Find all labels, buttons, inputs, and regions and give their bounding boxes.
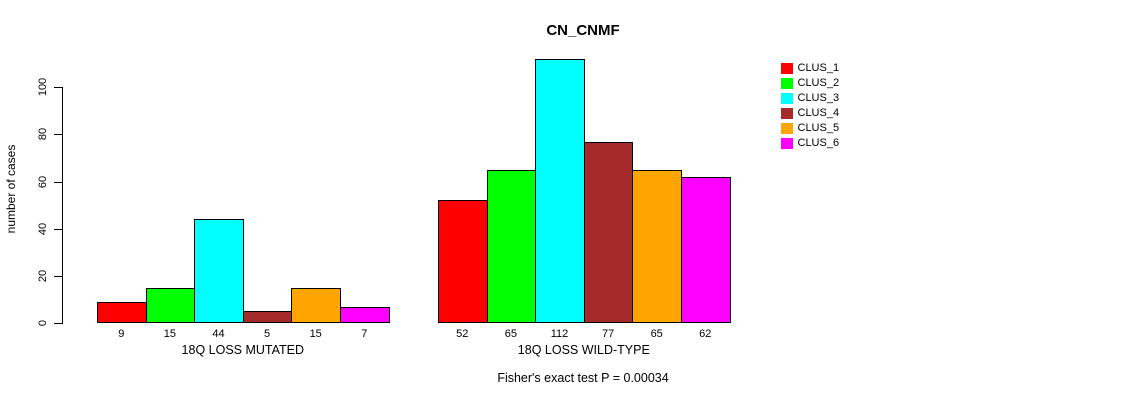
legend: CLUS_1 CLUS_2 CLUS_3 CLUS_4 CLUS_5 CLUS_6 <box>781 61 839 151</box>
group-label: 18Q LOSS MUTATED <box>181 343 305 357</box>
legend-label: CLUS_2 <box>797 77 840 89</box>
y-axis-tick <box>54 134 62 136</box>
legend-swatch-clus_6 <box>781 137 793 150</box>
y-axis-tick <box>54 228 62 230</box>
bar-clus_6 <box>340 306 390 323</box>
bar-value-label: 9 <box>118 328 125 340</box>
y-axis-line <box>62 87 63 324</box>
y-axis-tick-label: 20 <box>37 269 49 282</box>
bar-value-label: 65 <box>650 328 663 340</box>
bar-value-label: 112 <box>550 328 569 340</box>
group-label: 18Q LOSS WILD-TYPE <box>517 343 650 357</box>
y-axis-tick <box>54 87 62 89</box>
bar-clus_4 <box>583 141 634 323</box>
bar-clus_2 <box>486 169 537 323</box>
y-axis-tick <box>54 323 62 324</box>
bar-clus_5 <box>632 169 682 323</box>
legend-swatch-clus_2 <box>781 77 793 90</box>
legend-swatch-clus_4 <box>781 107 793 120</box>
bar-value-label: 44 <box>212 328 225 340</box>
bar-clus_3 <box>194 219 244 323</box>
legend-label: CLUS_1 <box>797 62 840 74</box>
bar-clus_3 <box>535 59 585 323</box>
legend-item: CLUS_4 <box>781 106 839 121</box>
bar-value-label: 15 <box>309 328 322 340</box>
y-axis-tick-label: 60 <box>37 175 49 188</box>
legend-item: CLUS_1 <box>781 61 839 76</box>
bar-value-label: 65 <box>504 328 518 340</box>
bar-clus_5 <box>291 287 341 323</box>
legend-label: CLUS_5 <box>797 122 840 134</box>
legend-label: CLUS_4 <box>797 107 840 119</box>
bar-value-label: 15 <box>163 328 177 340</box>
legend-swatch-clus_1 <box>781 62 793 75</box>
bar-clus_2 <box>145 287 196 323</box>
y-axis-tick-label: 40 <box>37 222 49 235</box>
legend-item: CLUS_5 <box>781 121 839 136</box>
bar-value-label: 5 <box>264 328 271 340</box>
legend-item: CLUS_2 <box>781 76 839 91</box>
y-axis-label: number of cases <box>4 144 18 234</box>
legend-swatch-clus_3 <box>781 92 793 105</box>
fisher-test-annotation: Fisher's exact test P = 0.00034 <box>497 371 669 385</box>
bar-value-label: 7 <box>361 328 368 340</box>
legend-item: CLUS_6 <box>781 136 839 151</box>
y-axis-tick-label: 100 <box>37 78 49 97</box>
legend-label: CLUS_6 <box>797 137 840 149</box>
y-axis-tick <box>54 275 62 277</box>
legend-item: CLUS_3 <box>781 91 839 106</box>
y-axis-tick <box>54 181 62 183</box>
bar-value-label: 62 <box>699 328 712 340</box>
chart-title: CN_CNMF <box>546 22 620 39</box>
bar-clus_6 <box>681 176 731 323</box>
legend-swatch-clus_5 <box>781 122 793 135</box>
bar-clus_1 <box>438 200 488 323</box>
bar-clus_4 <box>242 311 293 323</box>
bar-value-label: 77 <box>601 328 615 340</box>
bar-value-label: 52 <box>456 328 469 340</box>
y-axis-tick-label: 80 <box>37 128 49 141</box>
bar-clus_1 <box>97 301 147 323</box>
y-axis-tick-label: 0 <box>37 319 49 327</box>
legend-label: CLUS_3 <box>797 92 840 104</box>
